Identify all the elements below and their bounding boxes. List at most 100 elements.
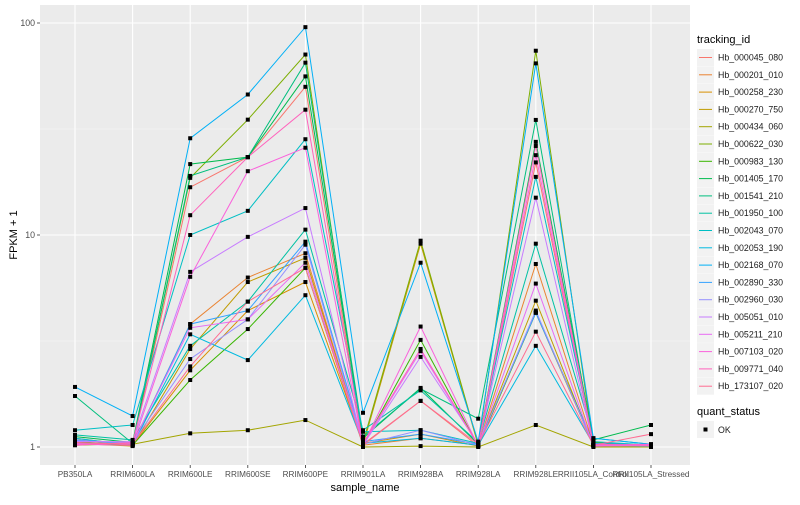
data-point: [476, 416, 481, 421]
square-point-icon: [703, 427, 708, 432]
data-point: [130, 414, 135, 419]
data-point: [533, 281, 538, 286]
data-point: [649, 422, 653, 427]
data-point: [303, 280, 308, 285]
data-point: [533, 308, 538, 313]
legend-label: Hb_005051_010: [718, 312, 783, 322]
legend-item: Hb_173107_020: [697, 377, 783, 395]
y-tick-label: 1: [30, 442, 35, 452]
data-point: [303, 293, 308, 298]
data-point: [188, 233, 193, 237]
data-point: [245, 327, 250, 332]
data-point: [303, 206, 308, 211]
legend-item: Hb_000622_030: [697, 135, 783, 153]
x-tick-label: RRIM600LE: [168, 470, 213, 479]
data-point: [533, 160, 538, 165]
legend-label: Hb_000434_060: [718, 122, 783, 132]
data-point: [533, 48, 538, 53]
data-point: [418, 354, 423, 359]
data-point: [418, 428, 423, 433]
data-point: [649, 443, 653, 448]
legend-item: Hb_000983_130: [697, 152, 783, 170]
data-point: [476, 439, 481, 444]
data-point: [188, 173, 193, 178]
data-point: [649, 432, 653, 437]
x-tick-label: RRIM928LA: [456, 470, 501, 479]
data-point: [533, 174, 538, 179]
x-tick-label: RRIM928BA: [398, 470, 444, 479]
x-tick-label: RRIM600SE: [225, 470, 271, 479]
data-point: [73, 384, 77, 389]
y-axis-title: FPKM + 1: [8, 210, 20, 259]
data-point: [303, 227, 308, 232]
legend-item: Hb_001541_210: [697, 187, 783, 205]
legend-item: Hb_002960_030: [697, 291, 783, 309]
data-point: [188, 322, 193, 327]
data-point: [245, 358, 250, 363]
data-point: [73, 428, 77, 433]
data-point: [533, 241, 538, 246]
legend-item: Hb_000258_230: [697, 83, 783, 101]
data-point: [303, 145, 308, 150]
y-axis: 1 10 100: [20, 18, 40, 452]
data-point: [533, 143, 538, 148]
data-point: [533, 153, 538, 158]
data-point: [418, 436, 423, 441]
x-tick-label: RRIM928LE: [513, 470, 558, 479]
legend-item: Hb_002043_070: [697, 222, 783, 239]
data-point: [533, 422, 538, 427]
legend-item: Hb_000270_750: [697, 100, 783, 118]
data-point: [303, 137, 308, 142]
data-point: [533, 195, 538, 200]
data-point: [188, 346, 193, 351]
data-point: [245, 275, 250, 280]
data-point: [533, 310, 538, 315]
x-tick-label: RRII105LA_Stressed: [613, 470, 690, 479]
data-point: [303, 74, 308, 79]
data-point: [533, 261, 538, 266]
legend-label: Hb_000270_750: [718, 104, 783, 114]
data-point: [361, 410, 365, 415]
data-point: [245, 280, 250, 285]
legend-label: Hb_000258_230: [718, 87, 783, 97]
data-point: [476, 442, 481, 447]
legend-label: Hb_000622_030: [718, 139, 783, 149]
data-point: [245, 117, 250, 122]
data-point: [188, 269, 193, 274]
data-point: [303, 242, 308, 247]
data-point: [245, 92, 250, 97]
data-point: [418, 388, 423, 393]
data-point: [245, 208, 250, 213]
data-point: [188, 368, 193, 373]
data-point: [73, 443, 77, 448]
data-point: [418, 337, 423, 342]
data-point: [303, 60, 308, 65]
data-point: [533, 298, 538, 303]
legend: tracking_id Hb_000045_080 Hb_000201_010 Hb…: [697, 34, 783, 438]
data-point: [188, 332, 193, 337]
legend-item: Hb_002053_190: [697, 239, 783, 257]
data-point: [188, 213, 193, 218]
legend-label: Hb_002890_330: [718, 277, 783, 287]
legend-item: Hb_002890_330: [697, 273, 783, 291]
data-point: [188, 357, 193, 362]
legend-label: Hb_002168_070: [718, 260, 783, 270]
data-point: [591, 443, 596, 448]
data-point: [188, 325, 193, 330]
data-point: [418, 241, 423, 246]
data-point: [418, 238, 423, 243]
legend-label: Hb_001405_170: [718, 174, 783, 184]
data-point: [591, 436, 596, 441]
data-point: [73, 440, 77, 445]
legend-item: Hb_009771_040: [697, 360, 783, 378]
data-point: [245, 317, 250, 322]
data-point: [418, 346, 423, 351]
data-point: [188, 431, 193, 436]
data-point: [130, 442, 135, 447]
data-point: [361, 434, 365, 439]
data-point: [188, 274, 193, 279]
x-tick-label: RRII105LA_Control: [558, 470, 629, 479]
x-tick-label: PB350LA: [58, 470, 93, 479]
data-point: [188, 162, 193, 167]
x-tick-label: RRIM901LA: [341, 470, 386, 479]
